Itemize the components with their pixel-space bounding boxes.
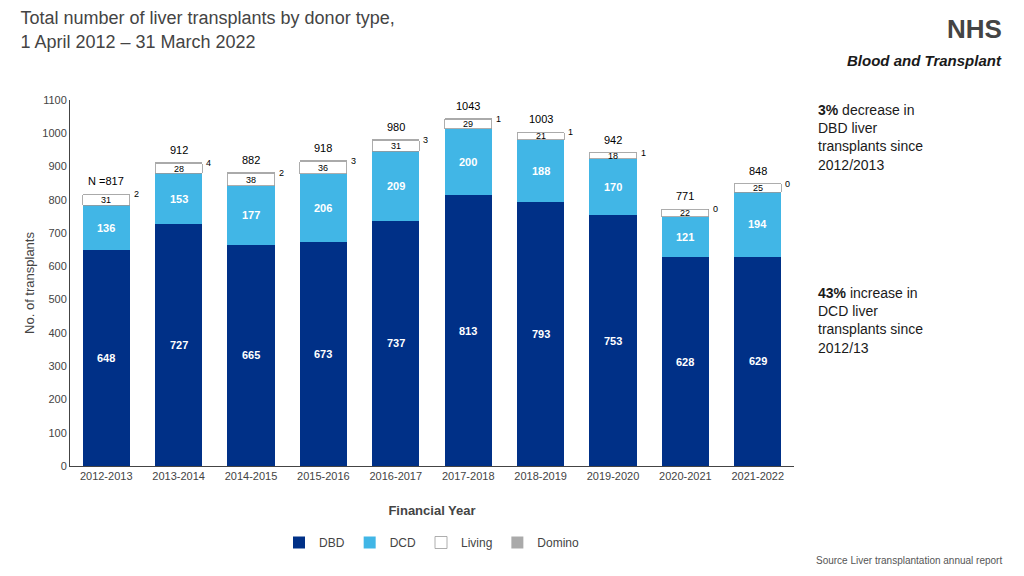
svg-text:121: 121 <box>676 231 694 243</box>
svg-text:0: 0 <box>61 460 67 472</box>
svg-text:Total number of liver transpla: Total number of liver transplants by don… <box>20 8 394 51</box>
svg-text:136: 136 <box>97 222 115 234</box>
svg-text:600: 600 <box>48 260 66 272</box>
svg-text:36: 36 <box>318 163 328 173</box>
svg-text:3: 3 <box>351 156 356 166</box>
svg-text:NHS: NHS <box>947 14 1002 44</box>
svg-text:771: 771 <box>676 190 694 202</box>
svg-text:200: 200 <box>459 156 477 168</box>
svg-text:629: 629 <box>749 355 767 367</box>
svg-text:206: 206 <box>314 202 332 214</box>
svg-text:628: 628 <box>676 356 694 368</box>
svg-text:980: 980 <box>387 121 405 133</box>
svg-text:2017-2018: 2017-2018 <box>442 470 495 482</box>
svg-text:No. of transplants: No. of transplants <box>22 232 37 334</box>
svg-text:2019-2020: 2019-2020 <box>587 470 640 482</box>
svg-text:3% decrease inDBD livertranspl: 3% decrease inDBD livertransplants since… <box>818 102 923 173</box>
svg-text:753: 753 <box>604 335 622 347</box>
svg-text:Living: Living <box>461 536 492 550</box>
svg-text:882: 882 <box>242 154 260 166</box>
svg-text:2015-2016: 2015-2016 <box>297 470 350 482</box>
svg-text:100: 100 <box>48 427 66 439</box>
svg-text:25: 25 <box>753 183 763 193</box>
svg-text:Financial Year: Financial Year <box>388 503 475 518</box>
svg-text:188: 188 <box>532 165 550 177</box>
svg-text:500: 500 <box>48 293 66 305</box>
svg-text:2021-2022: 2021-2022 <box>731 470 784 482</box>
svg-text:177: 177 <box>242 209 260 221</box>
svg-text:DBD: DBD <box>319 536 345 550</box>
svg-text:0: 0 <box>713 204 718 214</box>
svg-text:0: 0 <box>785 179 790 189</box>
svg-text:665: 665 <box>242 349 260 361</box>
svg-text:1: 1 <box>568 127 573 137</box>
svg-text:1003: 1003 <box>529 113 553 125</box>
svg-text:38: 38 <box>246 175 256 185</box>
svg-text:DCD: DCD <box>390 536 416 550</box>
svg-text:848: 848 <box>749 165 767 177</box>
svg-text:400: 400 <box>48 327 66 339</box>
svg-text:194: 194 <box>748 218 767 230</box>
svg-text:673: 673 <box>314 348 332 360</box>
svg-text:29: 29 <box>463 119 473 129</box>
svg-text:153: 153 <box>170 193 188 205</box>
svg-text:209: 209 <box>387 180 405 192</box>
svg-text:21: 21 <box>536 131 546 141</box>
svg-text:918: 918 <box>314 142 332 154</box>
svg-text:2013-2014: 2013-2014 <box>152 470 205 482</box>
svg-text:1043: 1043 <box>456 100 480 112</box>
svg-text:31: 31 <box>391 141 401 151</box>
svg-text:737: 737 <box>387 337 405 349</box>
svg-text:170: 170 <box>604 181 622 193</box>
svg-text:2016-2017: 2016-2017 <box>369 470 422 482</box>
svg-text:18: 18 <box>608 151 618 161</box>
svg-text:43% increase inDCD livertransp: 43% increase inDCD livertransplants sinc… <box>818 285 923 356</box>
svg-text:3: 3 <box>423 135 428 145</box>
svg-text:727: 727 <box>170 339 188 351</box>
svg-text:942: 942 <box>604 134 622 146</box>
svg-text:22: 22 <box>680 208 690 218</box>
svg-text:800: 800 <box>48 194 66 206</box>
svg-text:1100: 1100 <box>43 94 67 106</box>
svg-text:2012-2013: 2012-2013 <box>80 470 133 482</box>
svg-text:2: 2 <box>134 189 139 199</box>
svg-text:4: 4 <box>206 158 211 168</box>
svg-text:1: 1 <box>496 114 501 124</box>
svg-text:2018-2019: 2018-2019 <box>514 470 567 482</box>
svg-text:Blood and Transplant: Blood and Transplant <box>847 52 1002 69</box>
svg-text:N =817: N =817 <box>88 175 124 187</box>
svg-text:912: 912 <box>170 144 188 156</box>
svg-text:28: 28 <box>174 164 184 174</box>
svg-text:300: 300 <box>48 360 66 372</box>
svg-text:200: 200 <box>48 393 66 405</box>
svg-text:Source Liver transplantation a: Source Liver transplantation annual repo… <box>816 555 1002 566</box>
svg-text:1: 1 <box>641 148 646 158</box>
svg-text:31: 31 <box>101 195 111 205</box>
svg-text:648: 648 <box>97 352 115 364</box>
svg-text:2020-2021: 2020-2021 <box>659 470 712 482</box>
svg-text:900: 900 <box>48 160 66 172</box>
svg-text:1000: 1000 <box>42 127 66 139</box>
svg-text:2014-2015: 2014-2015 <box>225 470 278 482</box>
svg-text:793: 793 <box>532 328 550 340</box>
svg-text:813: 813 <box>459 325 477 337</box>
svg-text:700: 700 <box>48 227 66 239</box>
svg-text:Domino: Domino <box>537 536 579 550</box>
svg-text:2: 2 <box>279 168 284 178</box>
